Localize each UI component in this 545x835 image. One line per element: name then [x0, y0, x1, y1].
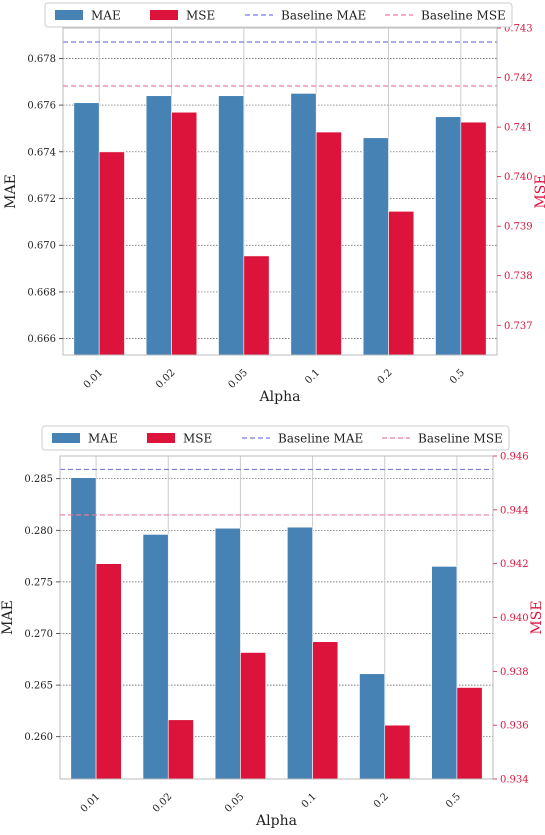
bar-mse-0.5: [460, 121, 487, 356]
bar-mse-0.05: [240, 652, 266, 780]
left-tick-label: 0.668: [27, 287, 56, 298]
right-tick-label: 0.942: [500, 559, 529, 570]
legend-box: [41, 425, 510, 451]
x-axis-label: Alpha: [255, 813, 297, 829]
bar-mse-0.1: [315, 131, 342, 356]
bar-mse-0.05: [243, 255, 270, 356]
left-tick-label: 0.275: [24, 577, 53, 588]
x-tick-label: 0.5: [448, 367, 467, 386]
right-tick-label: 0.741: [504, 123, 533, 134]
y-axis-label-right: MSE: [529, 600, 545, 634]
x-tick-label: 0.2: [372, 791, 391, 810]
x-tick-label: 0.5: [444, 791, 463, 810]
plot-frame: [62, 27, 498, 356]
legend: MAE MSE Baseline MAE Baseline MSE: [41, 425, 510, 451]
bar-mse-0.5: [456, 687, 483, 780]
legend-label: MSE: [186, 9, 215, 23]
bar-mae-0.01: [73, 102, 100, 356]
right-tick-label: 0.934: [500, 775, 529, 786]
x-tick-label: 0.02: [151, 791, 175, 815]
right-tick-label: 0.946: [500, 452, 529, 463]
bar-mae-0.2: [362, 137, 389, 356]
y-axis-label-right: MSE: [533, 174, 545, 208]
legend-label: Baseline MAE: [281, 9, 366, 23]
bar-mae-0.1: [287, 526, 313, 780]
bar-mae-0.01: [70, 477, 97, 780]
chart-1: 0.666 0.668 0.670 0.672 0.674 0.676 0.678 0.737…: [3, 2, 545, 405]
legend-label: Baseline MSE: [421, 9, 506, 23]
bar-mae-0.1: [290, 93, 317, 356]
x-axis-label: Alpha: [259, 389, 301, 405]
right-tick-label: 0.940: [500, 613, 529, 624]
bar-mse-0.02: [167, 719, 194, 780]
left-tick-label: 0.678: [27, 54, 56, 65]
x-tick-label: 0.1: [300, 791, 319, 810]
left-tick-label: 0.670: [27, 241, 56, 252]
right-tick-label: 0.737: [504, 321, 533, 332]
x-tick-label: 0.01: [79, 791, 103, 815]
legend-swatch-mse: [147, 433, 175, 443]
left-tick-label: 0.270: [24, 629, 53, 640]
right-tick-label: 0.743: [504, 24, 533, 35]
y-axis-label-left: MAE: [0, 600, 16, 635]
right-tick-label: 0.936: [500, 721, 529, 732]
legend-label: Baseline MAE: [278, 432, 363, 446]
x-tick-label: 0.05: [226, 367, 250, 391]
legend-box: [44, 2, 513, 28]
legend-label: MSE: [183, 432, 212, 446]
bar-mse-0.01: [98, 151, 125, 356]
bar-mse-0.1: [312, 641, 339, 780]
plot-frame: [59, 455, 494, 780]
chart-2: 0.260 0.265 0.270 0.275 0.280 0.285 0.934 0.936…: [0, 425, 545, 829]
left-tick-label: 0.676: [27, 101, 56, 112]
left-tick-label: 0.666: [27, 334, 56, 345]
right-tick-label: 0.944: [500, 505, 529, 516]
y-axis-label-left: MAE: [3, 174, 19, 209]
x-tick-label: 0.2: [376, 367, 395, 386]
bar-mae-0.05: [214, 527, 241, 780]
bar-mse-0.02: [171, 111, 198, 356]
bar-mae-0.2: [359, 673, 386, 780]
right-tick-label: 0.938: [500, 667, 529, 678]
x-tick-label: 0.01: [82, 367, 106, 391]
x-tick-label: 0.02: [154, 367, 178, 391]
legend: MAE MSE Baseline MAE Baseline MSE: [44, 2, 513, 28]
left-tick-label: 0.674: [27, 147, 56, 158]
bar-mse-0.01: [95, 563, 122, 780]
left-tick-label: 0.672: [27, 194, 56, 205]
bar-mae-0.5: [435, 116, 462, 356]
legend-label: MAE: [91, 9, 121, 23]
left-tick-label: 0.285: [24, 474, 53, 485]
legend-swatch-mae: [52, 433, 80, 443]
x-tick-label: 0.05: [223, 791, 247, 815]
bar-mse-0.2: [384, 724, 411, 780]
legend-label: MAE: [88, 432, 118, 446]
bar-mae-0.5: [431, 566, 458, 780]
legend-swatch-mse: [150, 10, 178, 20]
left-tick-label: 0.265: [24, 681, 53, 692]
bar-mae-0.02: [145, 95, 172, 356]
bar-mae-0.05: [218, 95, 245, 356]
right-tick-label: 0.742: [504, 73, 533, 84]
left-tick-label: 0.280: [24, 526, 53, 537]
bar-mse-0.2: [388, 211, 415, 356]
right-tick-label: 0.740: [504, 172, 533, 183]
bar-mae-0.02: [142, 534, 169, 780]
left-tick-label: 0.260: [24, 732, 53, 743]
x-tick-label: 0.1: [303, 367, 322, 386]
right-tick-label: 0.739: [504, 222, 533, 233]
legend-swatch-mae: [55, 10, 83, 20]
right-tick-label: 0.738: [504, 271, 533, 282]
legend-label: Baseline MSE: [418, 432, 503, 446]
